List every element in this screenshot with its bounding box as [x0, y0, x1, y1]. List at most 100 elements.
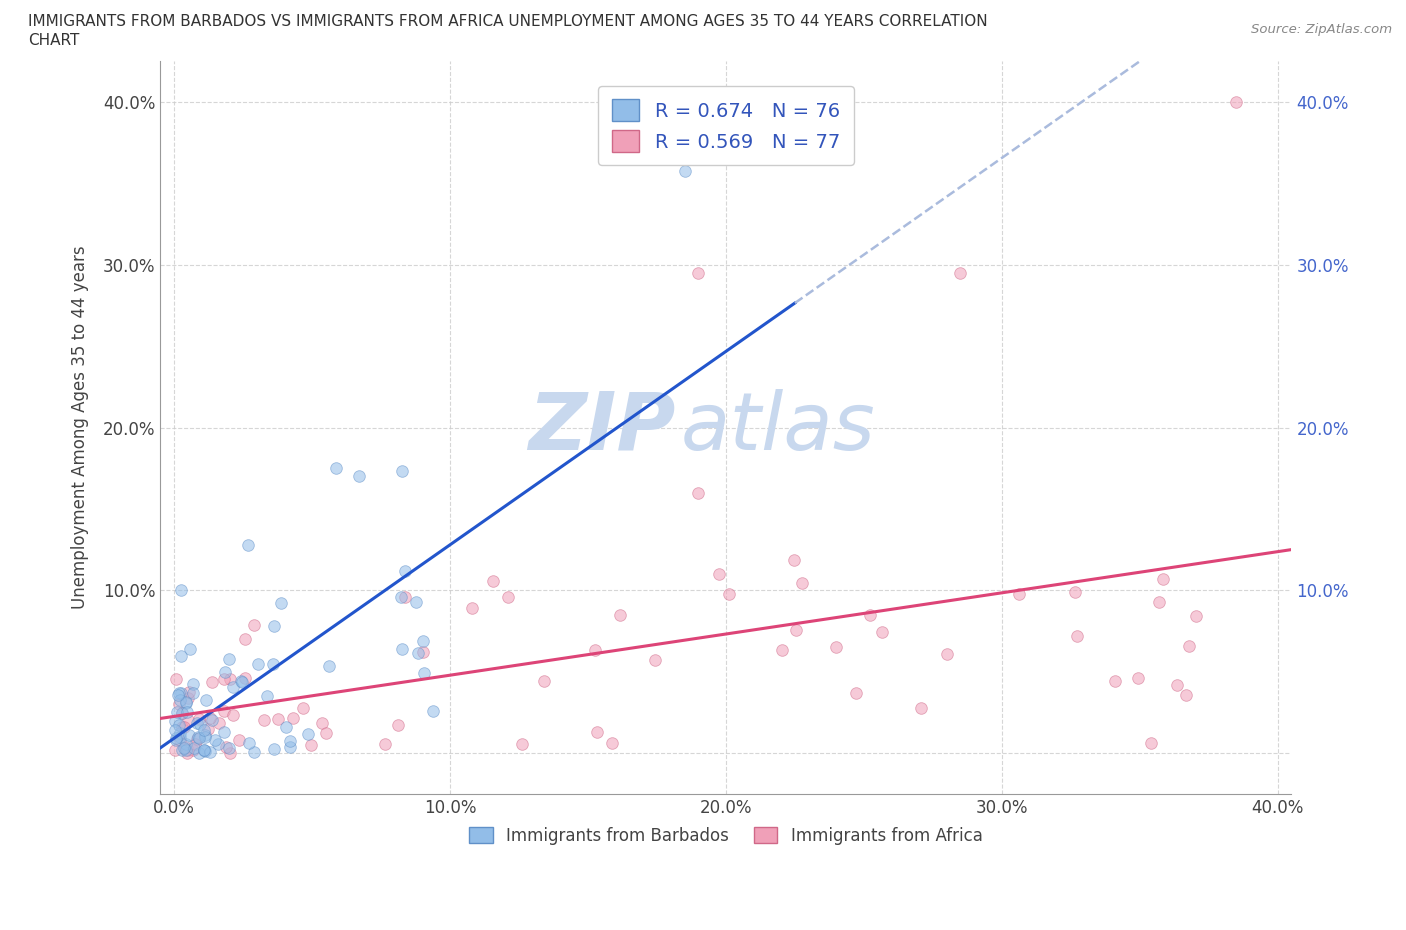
Point — [173, 740, 195, 755]
Point — [387, 718, 409, 733]
Text: IMMIGRANTS FROM BARBADOS VS IMMIGRANTS FROM AFRICA UNEMPLOYMENT AMONG AGES 35 TO: IMMIGRANTS FROM BARBADOS VS IMMIGRANTS F… — [28, 14, 988, 29]
Point — [1166, 678, 1188, 693]
Point — [291, 701, 314, 716]
Point — [170, 583, 193, 598]
Point — [183, 743, 205, 758]
Point — [422, 703, 444, 718]
Point — [859, 607, 882, 622]
Point — [165, 730, 187, 745]
Point — [1126, 671, 1149, 685]
Point — [166, 704, 188, 719]
Point — [170, 685, 193, 700]
Point — [174, 742, 197, 757]
Point — [167, 718, 190, 733]
Point — [1184, 608, 1206, 623]
Point — [910, 701, 932, 716]
Point — [792, 576, 814, 591]
Point — [783, 552, 806, 567]
Point — [187, 746, 209, 761]
Point — [231, 674, 253, 689]
Point — [200, 744, 222, 759]
Point — [238, 735, 260, 750]
Point — [172, 742, 194, 757]
Y-axis label: Unemployment Among Ages 35 to 44 years: Unemployment Among Ages 35 to 44 years — [72, 246, 89, 609]
Point — [233, 631, 256, 646]
Point — [405, 594, 427, 609]
Point — [311, 715, 333, 730]
Point — [176, 746, 198, 761]
Point — [163, 714, 186, 729]
Point — [187, 711, 209, 726]
Point — [238, 538, 260, 552]
Point — [165, 723, 187, 737]
Point — [315, 726, 337, 741]
Point — [256, 688, 278, 703]
Point — [187, 729, 209, 744]
Point — [644, 653, 666, 668]
Point — [221, 708, 243, 723]
Point — [166, 687, 188, 702]
Point — [461, 600, 484, 615]
Point — [193, 744, 215, 759]
Point — [228, 732, 250, 747]
Point — [193, 743, 215, 758]
Point — [229, 674, 252, 689]
Point — [717, 587, 740, 602]
Point — [278, 734, 301, 749]
Point — [394, 564, 416, 578]
Point — [247, 657, 270, 671]
Point — [770, 642, 793, 657]
Text: ZIP: ZIP — [527, 389, 675, 467]
Point — [181, 677, 204, 692]
Point — [1104, 673, 1126, 688]
Point — [167, 685, 190, 700]
Point — [281, 711, 304, 725]
Point — [1225, 95, 1247, 110]
Point — [173, 720, 195, 735]
Point — [197, 721, 219, 736]
Point — [673, 163, 696, 178]
Point — [165, 671, 187, 686]
Point — [218, 740, 240, 755]
Point — [165, 742, 187, 757]
Point — [267, 711, 290, 726]
Point — [174, 696, 197, 711]
Point — [297, 727, 319, 742]
Point — [389, 590, 412, 604]
Point — [1063, 584, 1085, 599]
Point — [325, 460, 347, 475]
Point — [177, 713, 200, 728]
Point — [533, 673, 555, 688]
Point — [872, 624, 894, 639]
Point — [825, 640, 848, 655]
Point — [845, 686, 868, 701]
Point — [263, 742, 285, 757]
Point — [274, 720, 297, 735]
Point — [688, 266, 710, 281]
Point — [170, 649, 193, 664]
Point — [183, 685, 205, 700]
Point — [278, 739, 301, 754]
Point — [707, 567, 730, 582]
Point — [253, 712, 276, 727]
Point — [179, 727, 201, 742]
Point — [204, 732, 226, 747]
Point — [583, 643, 606, 658]
Point — [263, 618, 285, 633]
Point — [183, 740, 205, 755]
Point — [1147, 594, 1170, 609]
Point — [412, 634, 434, 649]
Point — [270, 596, 292, 611]
Point — [212, 724, 235, 739]
Point — [586, 724, 609, 739]
Point — [347, 469, 370, 484]
Point — [170, 705, 193, 720]
Point — [394, 590, 416, 604]
Point — [186, 732, 208, 747]
Point — [318, 658, 340, 673]
Point — [212, 671, 235, 686]
Point — [169, 730, 191, 745]
Point — [194, 693, 217, 708]
Point — [391, 642, 413, 657]
Point — [262, 657, 284, 671]
